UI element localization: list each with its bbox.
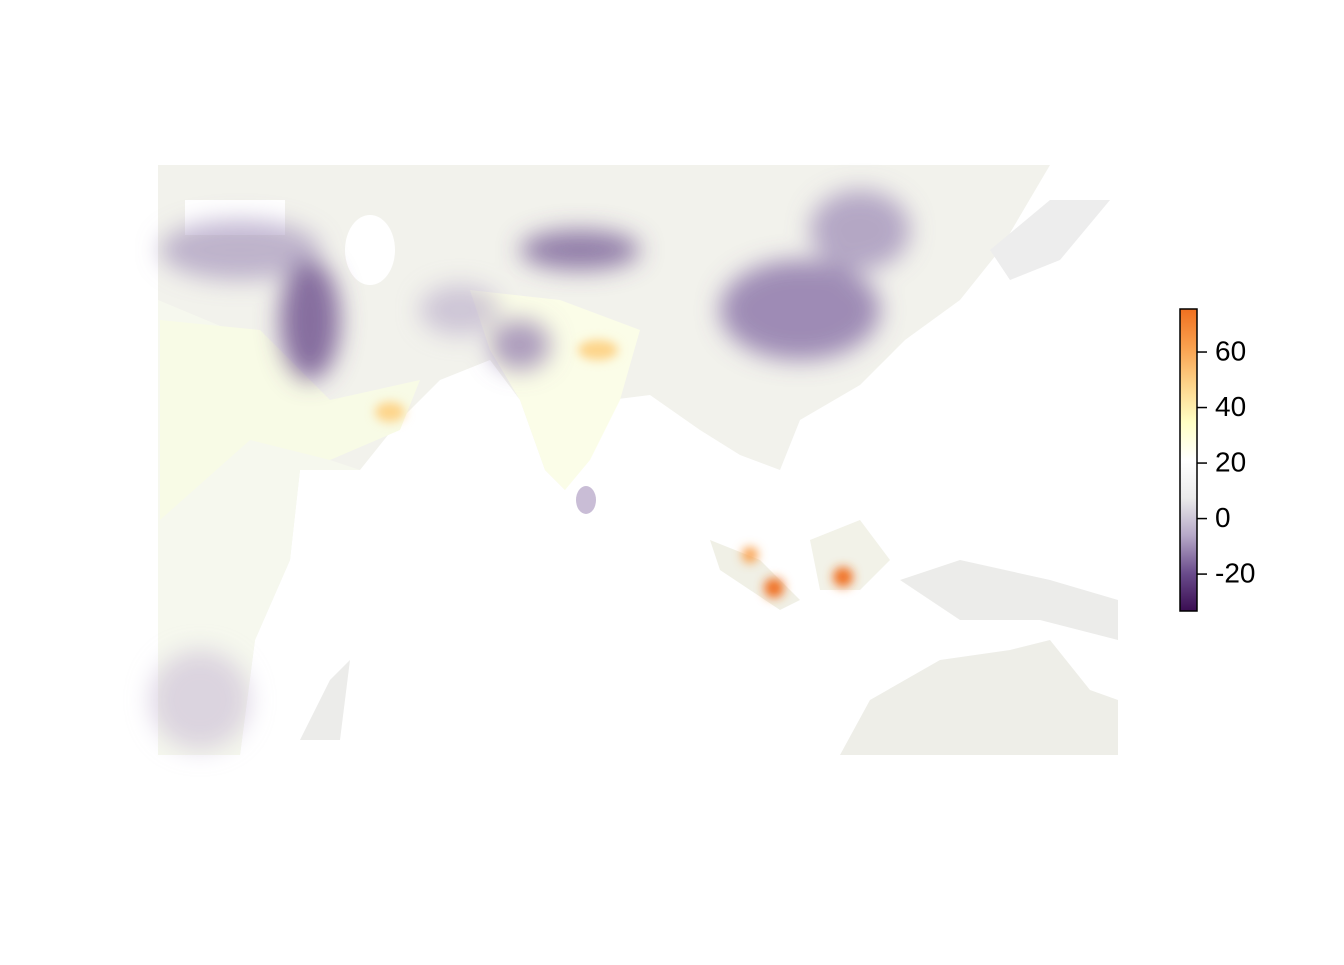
colorbar: -20 0 20 40 60	[1179, 308, 1255, 612]
high-values	[375, 340, 853, 598]
land	[810, 520, 890, 590]
land	[900, 560, 1118, 640]
land	[840, 640, 1118, 755]
tick-label: 40	[1215, 391, 1246, 422]
island	[576, 486, 596, 514]
tick-label: 60	[1215, 335, 1246, 366]
sea	[345, 215, 395, 285]
tick-label: 0	[1215, 502, 1231, 533]
low-values	[150, 190, 910, 750]
tick-label: -20	[1215, 557, 1255, 588]
tick-label: 20	[1215, 446, 1246, 477]
map	[150, 165, 1118, 755]
colorbar-scale	[1179, 308, 1198, 612]
land	[300, 660, 350, 740]
land	[990, 200, 1110, 280]
land	[160, 320, 420, 520]
